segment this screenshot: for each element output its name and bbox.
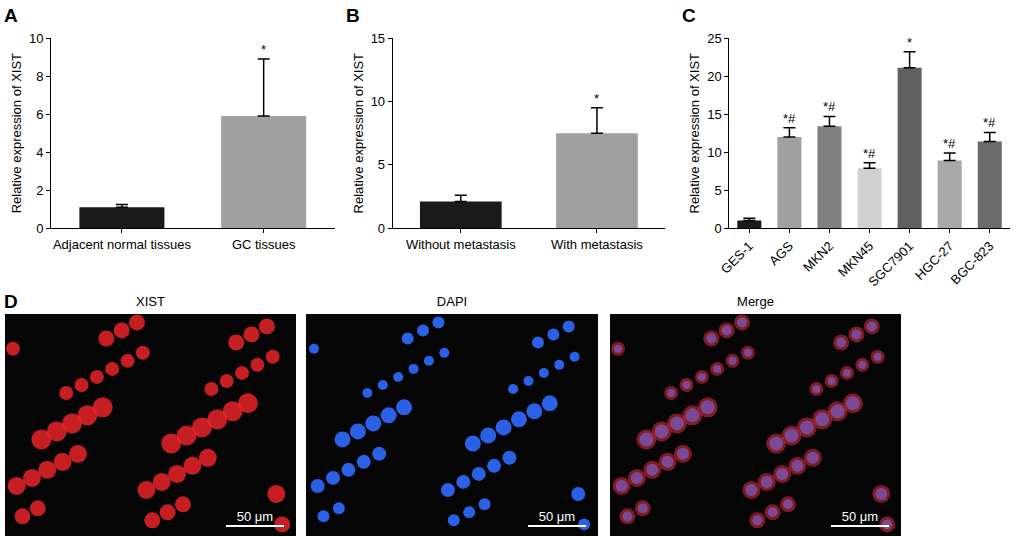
svg-text:Adjacent normal tissues: Adjacent normal tissues: [53, 237, 192, 252]
svg-text:MKN45: MKN45: [835, 238, 876, 279]
svg-text:*: *: [907, 35, 912, 50]
svg-text:C: C: [682, 5, 696, 26]
svg-text:50 μm: 50 μm: [539, 509, 575, 524]
svg-text:5: 5: [378, 157, 385, 172]
svg-text:GES-1: GES-1: [718, 238, 756, 276]
svg-text:50 μm: 50 μm: [842, 509, 878, 524]
svg-text:15: 15: [707, 107, 721, 122]
svg-text:20: 20: [707, 69, 721, 84]
svg-text:D: D: [4, 291, 18, 312]
svg-text:Relative expression of XIST: Relative expression of XIST: [9, 53, 24, 213]
svg-text:MKN2: MKN2: [800, 238, 836, 274]
svg-text:Without metastasis: Without metastasis: [406, 237, 516, 252]
svg-text:BGC-823: BGC-823: [948, 238, 997, 287]
svg-text:*#: *#: [783, 111, 796, 126]
svg-text:Relative expression of XIST: Relative expression of XIST: [351, 53, 366, 213]
svg-text:*#: *#: [823, 99, 836, 114]
svg-text:AGS: AGS: [766, 238, 796, 268]
svg-text:10: 10: [371, 94, 385, 109]
svg-text:2: 2: [36, 183, 43, 198]
svg-text:With metastasis: With metastasis: [551, 237, 643, 252]
svg-text:DAPI: DAPI: [437, 294, 467, 309]
svg-text:50 μm: 50 μm: [237, 509, 273, 524]
svg-text:*#: *#: [863, 146, 876, 161]
svg-text:XIST: XIST: [136, 294, 165, 309]
svg-text:*#: *#: [943, 136, 956, 151]
svg-text:*: *: [594, 91, 599, 106]
svg-text:4: 4: [36, 145, 43, 160]
svg-text:A: A: [4, 5, 18, 26]
svg-text:SGC7901: SGC7901: [865, 238, 916, 289]
svg-text:0: 0: [714, 221, 721, 236]
svg-text:10: 10: [29, 31, 43, 46]
svg-text:0: 0: [36, 221, 43, 236]
svg-text:8: 8: [36, 69, 43, 84]
svg-text:GC tissues: GC tissues: [232, 237, 296, 252]
svg-text:15: 15: [371, 31, 385, 46]
svg-text:0: 0: [378, 221, 385, 236]
svg-text:10: 10: [707, 145, 721, 160]
svg-text:*: *: [261, 42, 266, 57]
svg-text:B: B: [346, 5, 360, 26]
svg-text:5: 5: [714, 183, 721, 198]
svg-text:Relative expression of XIST: Relative expression of XIST: [687, 53, 702, 213]
svg-text:6: 6: [36, 107, 43, 122]
svg-text:HGC-27: HGC-27: [912, 238, 956, 282]
svg-text:Merge: Merge: [737, 294, 774, 309]
svg-text:25: 25: [707, 31, 721, 46]
svg-text:*#: *#: [983, 115, 996, 130]
